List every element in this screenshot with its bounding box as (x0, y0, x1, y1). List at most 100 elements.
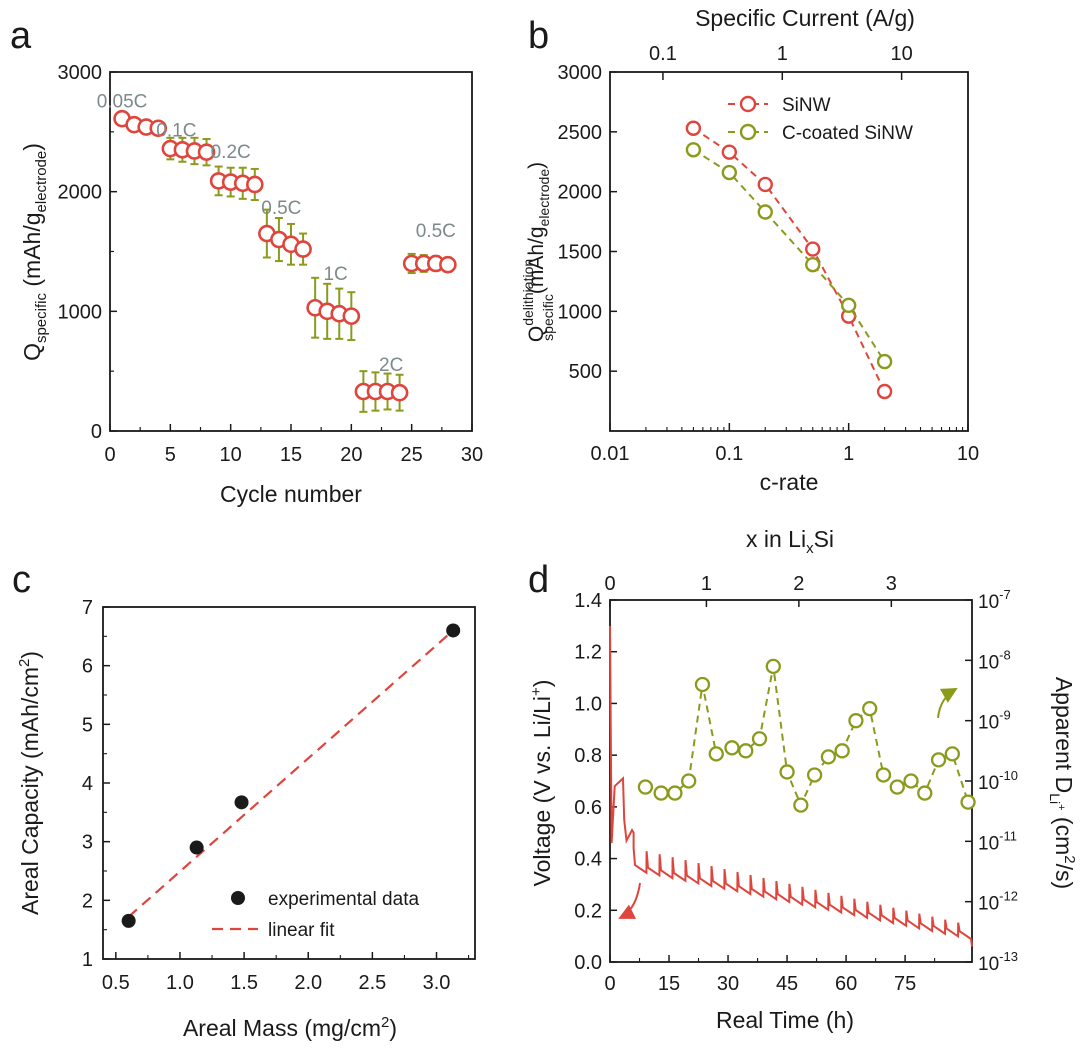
x-tick-label-a: 5 (165, 444, 176, 466)
data-point-a (342, 307, 361, 325)
data-point-a (197, 143, 216, 161)
diffusivity-point-d (848, 713, 864, 729)
diffusivity-point-d (653, 785, 669, 801)
y-tick-label-right-d: 10-12 (978, 889, 1018, 915)
panel-label-d: d (528, 559, 549, 601)
y-tick-label-c: 3 (82, 832, 93, 854)
x-tick-label-d: 0 (604, 973, 615, 995)
data-point-b (805, 256, 821, 273)
x-axis-label-b: c-rate (760, 469, 819, 495)
y-tick-label-c: 7 (82, 597, 93, 619)
legend-experimental-marker (231, 891, 245, 905)
fit-line-c (127, 629, 454, 918)
y-axis-label-b: Qdelithiation specific(mAh/gelectrode) (520, 162, 556, 342)
top-tick-label-d: 3 (886, 573, 897, 595)
diffusivity-point-d (681, 773, 697, 789)
y-tick-label-left-d: 0.6 (574, 797, 602, 819)
x-tick-label-b: 0.1 (715, 443, 743, 465)
x-tick-label-c: 0.5 (102, 972, 130, 994)
y-tick-label-left-d: 0.4 (574, 849, 602, 871)
legend-ccoated-label: C-coated SiNW (782, 123, 913, 144)
legend-experimental-label: experimental data (268, 889, 419, 910)
y-tick-label-a: 0 (91, 421, 102, 443)
rate-label-a: 0.1C (156, 120, 196, 141)
diffusivity-point-d (793, 797, 809, 813)
x-tick-label-a: 30 (461, 444, 483, 466)
y-tick-label-b: 1500 (558, 242, 603, 264)
y-tick-label-right-d: 10-13 (978, 949, 1018, 975)
x-tick-label-a: 10 (220, 444, 242, 466)
legend-ccoated-marker (739, 123, 757, 141)
rate-label-a: 0.2C (211, 142, 251, 163)
legend-c: experimental data linear fit (212, 889, 419, 941)
x-tick-label-a: 20 (340, 444, 362, 466)
legend-sinw-label: SiNW (782, 95, 831, 116)
diffusivity-axis-arrow (937, 688, 958, 719)
diffusivity-point-d (724, 740, 740, 756)
x-axis-label-c: Areal Mass (mg/cm2) (183, 1014, 397, 1041)
diffusivity-point-d (944, 746, 960, 762)
y-tick-label-a: 2000 (58, 182, 103, 204)
y-tick-label-a: 3000 (58, 62, 103, 84)
x-tick-label-b: 1 (843, 443, 854, 465)
y-tick-label-c: 4 (82, 773, 93, 795)
y-axis-label-left-d: Voltage (V vs. Li/Li+) (528, 680, 555, 887)
chart-a: 0 5 10 15 20 25 30 0 1000 2000 3000 0.05C 0.1C 0.2C 0… (19, 62, 483, 507)
data-point-b (876, 383, 893, 400)
top-tick-label-d: 2 (793, 573, 804, 595)
data-point-c (189, 840, 204, 855)
x-tick-label-a: 25 (401, 444, 423, 466)
panel-label-b: b (528, 15, 549, 57)
x-tick-label-d: 60 (835, 973, 857, 995)
data-point-b (805, 241, 821, 257)
x-axis-label-d: Real Time (h) (716, 1007, 854, 1033)
voltage-trace-d (609, 625, 973, 947)
legend-sinw-marker (739, 95, 757, 113)
y-tick-label-left-d: 0.8 (574, 745, 602, 767)
rate-label-a: 1C (323, 264, 347, 285)
diffusivity-point-d (694, 676, 711, 693)
diffusivity-point-d (875, 767, 892, 783)
top-axis-title-d: x in LixSi (746, 526, 834, 557)
rate-label-a: 0.5C (261, 198, 301, 219)
data-point-c (121, 913, 136, 928)
y-tick-label-left-d: 1.4 (574, 590, 602, 612)
y-tick-label-c: 5 (82, 714, 93, 736)
x-tick-label-d: 15 (658, 973, 680, 995)
diffusivity-point-d (637, 779, 654, 795)
y-tick-label-b: 2000 (558, 182, 603, 204)
x-tick-label-d: 30 (717, 973, 739, 995)
x-tick-label-b: 0.01 (591, 443, 630, 465)
y-axis-label-a: Qspecific (mAh/gelectrode) (19, 143, 50, 361)
x-tick-label-c: 1.0 (166, 972, 194, 994)
y-tick-label-left-d: 0.2 (574, 900, 602, 922)
diffusivity-point-d (765, 658, 781, 675)
diffusivity-point-d (930, 752, 947, 768)
y-axis-label-right-d: Apparent DLi+ (cm2/s) (1047, 677, 1078, 889)
y-tick-label-right-d: 10-7 (978, 587, 1011, 613)
data-point-a (294, 240, 312, 258)
data-point-c (234, 795, 249, 810)
data-point-b (685, 120, 702, 136)
y-axis-label-c: Areal Capacity (mAh/cm2) (16, 651, 43, 915)
diffusivity-point-d (889, 779, 905, 795)
data-point-b (876, 353, 893, 370)
legend-fit-label: linear fit (268, 920, 335, 941)
diffusivity-point-d (708, 746, 724, 762)
top-axis-title-b: Specific Current (A/g) (695, 5, 915, 31)
diffusivity-point-d (820, 749, 837, 765)
y-tick-label-b: 500 (569, 361, 602, 383)
chart-d: 0 15 30 45 60 750.00.20.40.60.81.01.21.410-13… (528, 526, 1078, 1033)
panel-label-c: c (12, 559, 31, 601)
x-tick-label-c: 2.0 (294, 972, 322, 994)
y-tick-label-c: 2 (82, 890, 93, 912)
data-point-c (446, 623, 461, 638)
data-point-a (149, 119, 168, 138)
y-tick-label-right-d: 10-10 (978, 768, 1018, 794)
chart-c: 0.5 1.0 1.5 2.0 2.5 3.0 1 2 3 4 5 6 7 Areal Mass (mg… (16, 597, 476, 1041)
x-tick-label-d: 75 (894, 973, 916, 995)
y-tick-label-b: 3000 (558, 62, 603, 84)
x-tick-label-a: 15 (280, 444, 302, 466)
top-tick-label-b: 10 (890, 43, 912, 65)
